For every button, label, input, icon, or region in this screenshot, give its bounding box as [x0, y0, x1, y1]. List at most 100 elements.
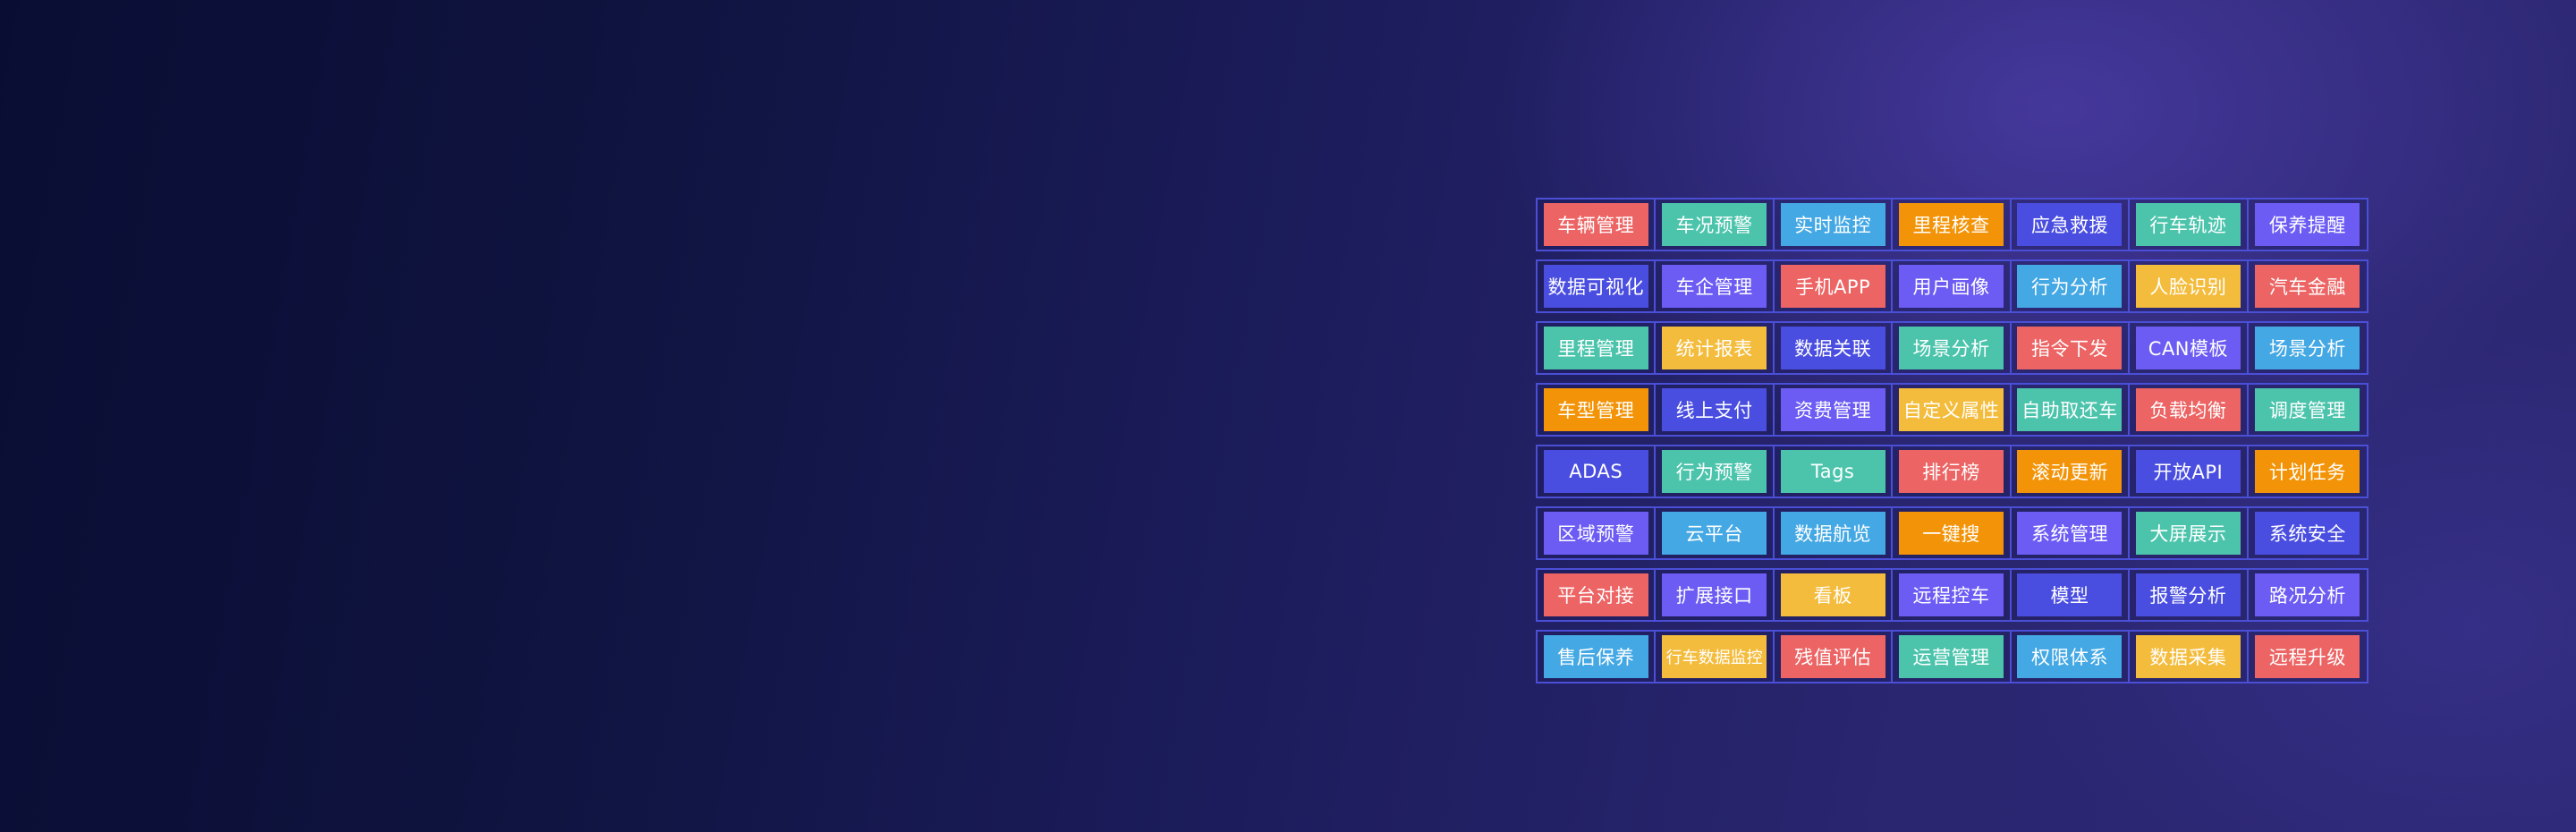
- feature-cell: 场景分析: [2249, 323, 2367, 373]
- feature-tag[interactable]: 负载均衡: [2135, 388, 2241, 431]
- feature-tag[interactable]: 资费管理: [1780, 388, 1885, 431]
- feature-tag[interactable]: 计划任务: [2255, 450, 2360, 493]
- feature-tag[interactable]: 看板: [1780, 573, 1885, 616]
- feature-cell: 调度管理: [2249, 385, 2367, 435]
- feature-cell: 数据采集: [2130, 632, 2249, 682]
- feature-tag[interactable]: 模型: [2017, 573, 2123, 616]
- feature-cell: 一键搜: [1893, 508, 2012, 558]
- feature-tag[interactable]: 线上支付: [1662, 388, 1767, 431]
- feature-tag[interactable]: 平台对接: [1543, 573, 1648, 616]
- feature-tag[interactable]: 行车轨迹: [2135, 203, 2241, 246]
- feature-tag[interactable]: 大屏展示: [2135, 512, 2241, 555]
- feature-tag[interactable]: 应急救援: [2017, 203, 2123, 246]
- feature-tag[interactable]: 里程核查: [1899, 203, 2004, 246]
- feature-tag[interactable]: Tags: [1780, 450, 1885, 493]
- feature-tag[interactable]: 自定义属性: [1899, 388, 2004, 431]
- feature-tag[interactable]: 售后保养: [1543, 635, 1648, 678]
- feature-tag[interactable]: 云平台: [1662, 512, 1767, 555]
- feature-cell: 行车轨迹: [2130, 200, 2249, 250]
- feature-cell: 资费管理: [1775, 385, 1894, 435]
- feature-tag[interactable]: 报警分析: [2135, 573, 2241, 616]
- feature-tag[interactable]: 数据采集: [2135, 635, 2241, 678]
- feature-tag[interactable]: 区域预警: [1543, 512, 1648, 555]
- feature-tag[interactable]: 车型管理: [1543, 388, 1648, 431]
- feature-tag[interactable]: 场景分析: [1899, 327, 2004, 369]
- feature-cell: 售后保养: [1538, 632, 1657, 682]
- feature-cell: 路况分析: [2249, 570, 2367, 620]
- feature-cell: 排行榜: [1893, 446, 2012, 497]
- feature-tag[interactable]: 远程控车: [1899, 573, 2004, 616]
- feature-cell: 手机APP: [1775, 261, 1894, 311]
- feature-tag[interactable]: 滚动更新: [2017, 450, 2123, 493]
- feature-tag[interactable]: 行车数据监控: [1662, 635, 1767, 678]
- feature-tag[interactable]: 保养提醒: [2255, 203, 2360, 246]
- feature-tag[interactable]: 汽车金融: [2255, 265, 2360, 308]
- feature-cell: 场景分析: [1893, 323, 2012, 373]
- feature-cell: 报警分析: [2130, 570, 2249, 620]
- feature-tag[interactable]: 权限体系: [2017, 635, 2123, 678]
- feature-tag[interactable]: 车况预警: [1662, 203, 1767, 246]
- feature-cell: 应急救援: [2012, 200, 2131, 250]
- feature-cell: 大屏展示: [2130, 508, 2249, 558]
- feature-tag[interactable]: 排行榜: [1899, 450, 2004, 493]
- feature-tag[interactable]: 场景分析: [2255, 327, 2360, 369]
- feature-tag[interactable]: 数据可视化: [1543, 265, 1648, 308]
- feature-cell: 里程核查: [1893, 200, 2012, 250]
- feature-cell: 系统安全: [2249, 508, 2367, 558]
- feature-row: 数据可视化 车企管理 手机APP 用户画像 行为分析 人脸识别 汽车金融: [1536, 259, 2368, 313]
- feature-tag[interactable]: 扩展接口: [1662, 573, 1767, 616]
- feature-tag[interactable]: 自助取还车: [2017, 388, 2123, 431]
- feature-tag[interactable]: 车企管理: [1662, 265, 1767, 308]
- feature-cell: 远程控车: [1893, 570, 2012, 620]
- feature-row: ADAS 行为预警 Tags 排行榜 滚动更新 开放API 计划任务: [1536, 445, 2368, 498]
- feature-cell: 汽车金融: [2249, 261, 2367, 311]
- feature-tag[interactable]: 里程管理: [1543, 327, 1648, 369]
- feature-cell: 行为预警: [1656, 446, 1775, 497]
- feature-tag[interactable]: 用户画像: [1899, 265, 2004, 308]
- feature-tag[interactable]: 一键搜: [1899, 512, 2004, 555]
- feature-cell: 车型管理: [1538, 385, 1657, 435]
- feature-tag[interactable]: 数据关联: [1780, 327, 1885, 369]
- feature-grid: 车辆管理 车况预警 实时监控 里程核查 应急救援 行车轨迹 保养提醒 数据可视化 车企管理 手机A…: [1536, 198, 2368, 692]
- feature-tag[interactable]: 调度管理: [2255, 388, 2360, 431]
- feature-cell: 区域预警: [1538, 508, 1657, 558]
- feature-row: 区域预警 云平台 数据航览 一键搜 系统管理 大屏展示 系统安全: [1536, 506, 2368, 560]
- feature-tag[interactable]: CAN模板: [2135, 327, 2241, 369]
- feature-cell: ADAS: [1538, 446, 1657, 497]
- feature-tag[interactable]: 车辆管理: [1543, 203, 1648, 246]
- feature-cell: 人脸识别: [2130, 261, 2249, 311]
- feature-tag[interactable]: 残值评估: [1780, 635, 1885, 678]
- feature-tag[interactable]: ADAS: [1543, 450, 1648, 493]
- feature-cell: 保养提醒: [2249, 200, 2367, 250]
- feature-cell: CAN模板: [2130, 323, 2249, 373]
- feature-tag[interactable]: 人脸识别: [2135, 265, 2241, 308]
- feature-cell: 统计报表: [1656, 323, 1775, 373]
- feature-tag[interactable]: 行为分析: [2017, 265, 2123, 308]
- feature-cell: 行为分析: [2012, 261, 2131, 311]
- feature-cell: 计划任务: [2249, 446, 2367, 497]
- feature-tag[interactable]: 指令下发: [2017, 327, 2123, 369]
- feature-tag[interactable]: 手机APP: [1780, 265, 1885, 308]
- feature-tag[interactable]: 实时监控: [1780, 203, 1885, 246]
- feature-cell: 残值评估: [1775, 632, 1894, 682]
- feature-tag[interactable]: 运营管理: [1899, 635, 2004, 678]
- feature-cell: 车况预警: [1656, 200, 1775, 250]
- feature-tag[interactable]: 行为预警: [1662, 450, 1767, 493]
- feature-row: 车辆管理 车况预警 实时监控 里程核查 应急救援 行车轨迹 保养提醒: [1536, 198, 2368, 251]
- feature-cell: 运营管理: [1893, 632, 2012, 682]
- feature-tag[interactable]: 开放API: [2135, 450, 2241, 493]
- feature-tag[interactable]: 数据航览: [1780, 512, 1885, 555]
- feature-tag[interactable]: 远程升级: [2255, 635, 2360, 678]
- feature-cell: 云平台: [1656, 508, 1775, 558]
- feature-cell: 车企管理: [1656, 261, 1775, 311]
- feature-tag[interactable]: 系统安全: [2255, 512, 2360, 555]
- feature-cell: 数据可视化: [1538, 261, 1657, 311]
- feature-cell: 开放API: [2130, 446, 2249, 497]
- feature-tag[interactable]: 路况分析: [2255, 573, 2360, 616]
- feature-cell: 里程管理: [1538, 323, 1657, 373]
- feature-cell: 系统管理: [2012, 508, 2131, 558]
- feature-tag[interactable]: 统计报表: [1662, 327, 1767, 369]
- feature-cell: 线上支付: [1656, 385, 1775, 435]
- feature-tag[interactable]: 系统管理: [2017, 512, 2123, 555]
- feature-cell: 用户画像: [1893, 261, 2012, 311]
